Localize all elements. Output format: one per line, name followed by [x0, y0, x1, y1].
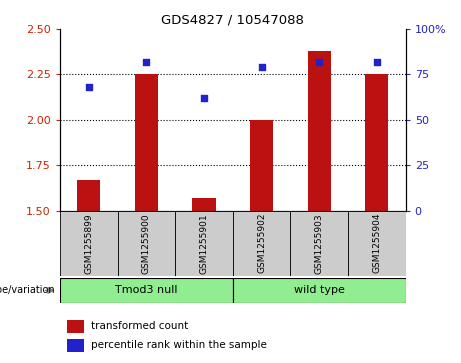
Text: Tmod3 null: Tmod3 null	[115, 285, 177, 295]
Text: GSM1255902: GSM1255902	[257, 213, 266, 273]
Point	[315, 59, 323, 65]
Text: transformed count: transformed count	[91, 321, 188, 331]
Text: GSM1255900: GSM1255900	[142, 213, 151, 274]
Point	[258, 64, 266, 70]
Text: wild type: wild type	[294, 285, 345, 295]
Text: genotype/variation: genotype/variation	[0, 285, 55, 295]
Text: percentile rank within the sample: percentile rank within the sample	[91, 340, 267, 350]
Title: GDS4827 / 10547088: GDS4827 / 10547088	[161, 13, 304, 26]
Bar	[233, 278, 406, 303]
Bar	[67, 320, 84, 333]
Text: GSM1255904: GSM1255904	[372, 213, 381, 273]
Bar	[60, 211, 118, 276]
Bar	[365, 74, 388, 211]
Bar	[135, 74, 158, 211]
Bar	[233, 211, 290, 276]
Text: GSM1255899: GSM1255899	[84, 213, 93, 274]
Point	[200, 95, 207, 101]
Bar	[77, 180, 100, 211]
Bar	[175, 211, 233, 276]
Bar	[193, 198, 216, 211]
Point	[85, 84, 92, 90]
Point	[142, 59, 150, 65]
Bar	[67, 339, 84, 352]
Bar	[308, 51, 331, 211]
Bar	[348, 211, 406, 276]
Point	[373, 59, 381, 65]
Bar	[118, 211, 175, 276]
Text: GSM1255903: GSM1255903	[315, 213, 324, 274]
Bar	[290, 211, 348, 276]
Bar	[60, 278, 233, 303]
Bar	[250, 120, 273, 211]
Text: GSM1255901: GSM1255901	[200, 213, 208, 274]
